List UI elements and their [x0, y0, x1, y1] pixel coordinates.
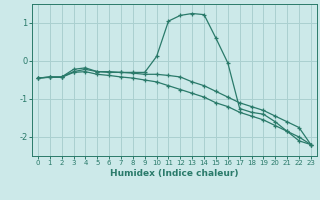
X-axis label: Humidex (Indice chaleur): Humidex (Indice chaleur) [110, 169, 239, 178]
